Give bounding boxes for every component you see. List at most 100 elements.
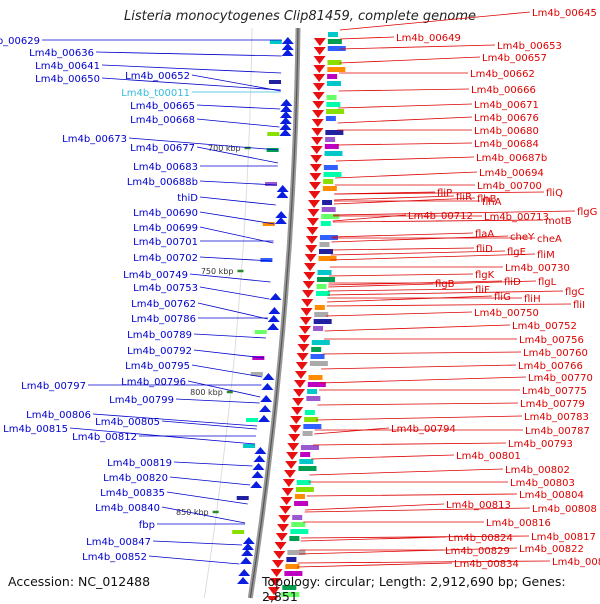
- forward-gene-arrow: [294, 371, 307, 379]
- gene-feature-block: [290, 529, 309, 534]
- left-leader-line: [161, 506, 246, 524]
- forward-gene-arrow: [279, 506, 292, 514]
- right-gene-label: Lm4b_00813: [446, 500, 511, 511]
- forward-gene-arrow: [274, 542, 287, 550]
- forward-gene-arrow: [271, 560, 284, 568]
- gene-feature-block: [232, 530, 245, 534]
- left-leader-line: [199, 256, 273, 262]
- gene-feature-block: [325, 116, 336, 121]
- right-gene-label: fliP: [437, 188, 452, 199]
- gene-feature-block: [326, 81, 341, 86]
- left-gene-label: Lm4b_00799: [109, 395, 174, 406]
- reverse-gene-arrow: [269, 293, 282, 300]
- right-gene-label: fliG: [494, 292, 511, 303]
- gene-feature-block: [307, 382, 326, 387]
- forward-gene-arrow: [305, 245, 318, 253]
- right-leader-line: [324, 324, 511, 332]
- gene-feature-block: [296, 480, 311, 485]
- gene-feature-block: [268, 80, 281, 84]
- left-gene-label: Lm4b_00673: [62, 134, 127, 145]
- scale-label: 750 kbp: [201, 267, 234, 276]
- reverse-gene-arrow: [281, 43, 294, 50]
- left-gene-label: Lm4b_00852: [82, 552, 147, 563]
- right-leader-line: [312, 442, 507, 446]
- left-gene-label: Lm4b_00806: [26, 410, 91, 421]
- left-gene-label: Lm4b_00789: [127, 330, 192, 341]
- left-gene-label: Lm4b_00812: [72, 432, 137, 443]
- right-leader-line: [309, 468, 504, 476]
- right-gene-label: Lm4b_00653: [497, 41, 562, 52]
- gene-feature-block: [252, 356, 265, 360]
- forward-gene-arrow: [308, 200, 321, 208]
- gene-feature-block: [325, 130, 344, 135]
- backbone-core: [249, 27, 299, 599]
- right-leader-line: [317, 402, 519, 406]
- forward-gene-arrow: [309, 164, 322, 172]
- gene-feature-block: [306, 396, 321, 401]
- reverse-gene-arrow: [276, 185, 289, 192]
- right-gene-label: Lm4b_00694: [479, 168, 544, 179]
- left-gene-label: Lm4b_00629: [0, 36, 40, 47]
- right-gene-label: Lm4b_00816: [486, 518, 551, 529]
- gene-feature-block: [304, 410, 315, 415]
- left-gene-label: Lm4b_00641: [35, 61, 100, 72]
- gene-feature-block: [307, 389, 318, 394]
- reverse-gene-arrow: [268, 307, 281, 314]
- forward-gene-arrow: [292, 398, 305, 406]
- left-gene-label: Lm4b_00749: [123, 270, 188, 281]
- right-gene-label: Lm4b_00783: [524, 412, 589, 423]
- gene-feature-block: [320, 221, 331, 226]
- left-leader-line: [152, 540, 243, 546]
- gene-feature-block: [308, 375, 323, 380]
- forward-gene-arrow: [313, 56, 326, 64]
- left-gene-label: Lm4b_00762: [131, 299, 196, 310]
- right-gene-label: Lm4b_00752: [512, 321, 577, 332]
- reverse-gene-arrow: [281, 37, 294, 44]
- right-gene-label: Lm4b_00657: [482, 53, 547, 64]
- right-gene-label: Lm4b_00687b: [476, 153, 547, 164]
- forward-gene-arrow: [310, 155, 323, 163]
- right-leader-line: [330, 253, 536, 261]
- gene-feature-block: [309, 361, 328, 366]
- gene-feature-block: [327, 39, 342, 44]
- forward-gene-arrow: [307, 209, 320, 217]
- gene-feature-block: [324, 144, 339, 149]
- right-leader-line: [327, 295, 493, 303]
- reverse-gene-arrow: [241, 543, 254, 550]
- right-gene-label: cheA: [537, 234, 562, 245]
- forward-gene-arrow: [289, 425, 302, 433]
- left-gene-label: Lm4b_00840: [95, 503, 160, 514]
- forward-gene-arrow: [278, 515, 291, 523]
- gene-feature-block: [326, 102, 341, 107]
- gene-feature-block: [285, 564, 300, 569]
- right-leader-line: [326, 303, 572, 307]
- left-leader-line: [196, 118, 280, 128]
- gene-feature-block: [327, 74, 338, 79]
- gene-feature-block: [325, 137, 336, 142]
- gene-feature-block: [315, 291, 330, 296]
- right-gene-label: Lm4b_00676: [474, 113, 539, 124]
- right-gene-label: Lm4b_00824: [448, 533, 513, 544]
- right-leader-line: [332, 219, 544, 223]
- forward-gene-arrow: [304, 254, 317, 262]
- reverse-gene-arrow: [254, 447, 267, 454]
- gene-feature-block: [300, 452, 311, 457]
- left-leader-line: [161, 420, 257, 430]
- right-leader-line: [311, 454, 455, 460]
- left-leader-line: [148, 555, 240, 565]
- gene-feature-block: [324, 151, 343, 156]
- right-leader-line: [325, 311, 473, 317]
- forward-gene-arrow: [311, 128, 324, 136]
- gene-feature-block: [321, 207, 336, 212]
- gene-feature-block: [294, 501, 309, 506]
- forward-gene-arrow: [285, 461, 298, 469]
- left-leader-line: [175, 398, 260, 404]
- left-gene-label: Lm4b_00690: [133, 208, 198, 219]
- left-leader-line: [199, 211, 275, 225]
- gene-feature-block: [262, 222, 275, 226]
- right-leader-line: [339, 11, 531, 31]
- forward-gene-arrow: [299, 326, 312, 334]
- left-leader-line: [193, 333, 267, 339]
- right-gene-label: fliQ: [546, 188, 563, 199]
- reverse-gene-arrow: [259, 405, 272, 412]
